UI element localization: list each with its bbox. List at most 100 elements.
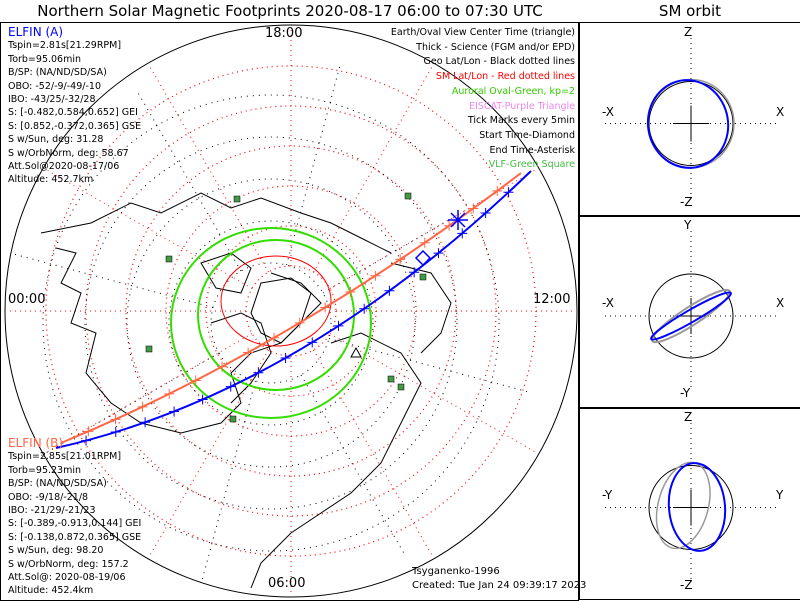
- elfin-a-info-line: Torb=95.06min: [8, 53, 82, 65]
- vlf-square: [145, 345, 153, 353]
- time-label-top: 18:00: [265, 26, 303, 41]
- elfin-b-info-line: Att.Sol@: 2020-08-19/06: [8, 572, 126, 584]
- geo-longitude-line: [328, 338, 530, 393]
- elfin-b-label: ELFIN (B): [8, 436, 64, 450]
- sm-longitude-line: [44, 168, 253, 289]
- legend-entry: Thick - Science (FGM and/or EPD): [416, 41, 575, 53]
- axis-label-top: Z: [684, 410, 693, 424]
- sm-latitude-circle: [205, 225, 377, 397]
- polar-map: [4, 24, 578, 598]
- axis-label-right: X: [776, 296, 785, 310]
- legend-entry: Geo Lat/Lon - Black dotted lines: [423, 56, 575, 68]
- geo-latitude-circle: [168, 220, 374, 426]
- time-label-left: 00:00: [8, 292, 46, 307]
- elfin-b-tick: [164, 388, 175, 399]
- elfin-a-info-line: S: [-0.482,0.584,0.652] GEI: [8, 107, 138, 119]
- elfin-a-info-line: B/SP: (NA/ND/SD/SA): [8, 67, 107, 79]
- elfin-b-info-line: B/SP: (NA/ND/SD/SA): [8, 478, 107, 490]
- elfin-b-info-line: Altitude: 452.4km: [8, 585, 94, 597]
- elfin-b-tick: [217, 361, 228, 372]
- sm-orbit-xy-panel: Y -Y -X X: [579, 215, 800, 409]
- elfin-a-tick: [409, 267, 420, 278]
- elfin-a-tick: [225, 381, 236, 392]
- elfin-a-label: ELFIN (A): [8, 25, 64, 39]
- axis-label-right: Y: [776, 488, 784, 502]
- elfin-a-tick: [169, 406, 180, 417]
- elfin-a-track: [55, 170, 532, 449]
- sm-orbit-xz-panel: Z -Z -X X: [579, 22, 800, 217]
- vlf-square: [397, 383, 405, 391]
- elfin-b-info-line: S w/OrbNorm, deg: 157.2: [8, 558, 129, 570]
- polar-map-panel: [0, 22, 579, 601]
- elfin-a-tick: [197, 394, 208, 405]
- elfin-a-tick: [307, 337, 318, 348]
- elfin-b-info-line: IBO: -21/29/-21/23: [8, 505, 96, 517]
- sm-longitude-line: [329, 168, 538, 289]
- orbit-track: [646, 79, 730, 169]
- geo-latitude-circle: [84, 136, 458, 510]
- legend-entry: Auroral Oval-Green, kp=2: [451, 85, 575, 97]
- elfin-b-tick: [243, 347, 254, 358]
- view-center-triangle: [350, 346, 362, 358]
- elfin-a-tick: [359, 303, 370, 314]
- axis-label-bottom: -Z: [680, 578, 693, 592]
- end-time-asterisk: [448, 210, 468, 230]
- vlf-square: [229, 415, 237, 423]
- elfin-a-tick: [110, 427, 121, 438]
- elfin-b-tick: [320, 302, 331, 313]
- elfin-b-tick: [492, 185, 503, 196]
- legend: Earth/Oval View Center Time (triangle) Th…: [391, 26, 575, 173]
- elfin-a-tick: [457, 228, 468, 239]
- geo-longitude-line: [286, 64, 341, 266]
- axis-label-top: Z: [684, 25, 693, 39]
- legend-entry: Tick Marks every 5min: [467, 115, 575, 127]
- elfin-a-tick: [140, 417, 151, 428]
- axis-label-left: -Y: [602, 488, 613, 502]
- time-label-right: 12:00: [533, 292, 571, 307]
- axis-label-bottom: -Z: [680, 195, 693, 209]
- elfin-a-tick: [384, 285, 395, 296]
- legend-entry: Start Time-Diamond: [479, 129, 575, 141]
- axis-label-right: X: [776, 105, 785, 119]
- orbit-track: [650, 291, 732, 341]
- elfin-a-info: ELFIN (A) Tspin=2.81s[21.29RPM] Torb=95.0…: [8, 25, 141, 187]
- sm-pole-circle: [220, 255, 332, 347]
- time-label-bottom: 06:00: [268, 576, 306, 591]
- coastline: [40, 192, 392, 254]
- vlf-square: [165, 255, 173, 263]
- geo-latitude-circle: [42, 94, 500, 552]
- elfin-a-tick: [81, 435, 92, 446]
- elfin-b-tick: [137, 401, 148, 412]
- elfin-b-info-line: S: [-0.138,0.872,0.365] GSE: [8, 531, 142, 543]
- elfin-b-tick: [395, 254, 406, 265]
- yz-orbit-plot: [605, 423, 777, 579]
- coastline: [250, 277, 312, 344]
- legend-entry: SM Lat/Lon - Red dotted lines: [435, 71, 575, 83]
- elfin-b-tick: [419, 237, 430, 248]
- earth-circle: [648, 273, 734, 359]
- vlf-square: [419, 273, 427, 281]
- elfin-b-info-line: S w/Sun, deg: 98.20: [8, 545, 104, 557]
- created-timestamp: Created: Tue Jan 24 09:39:17 2023: [412, 580, 587, 591]
- axis-label-bottom: -Y: [680, 386, 691, 400]
- sm-longitude-line: [329, 333, 538, 454]
- elfin-b-info-line: Tspin=2.85s[21.01RPM]: [8, 451, 122, 463]
- geo-latitude-circle: [210, 262, 332, 384]
- sm-orbit-title: SM orbit: [658, 2, 722, 20]
- elfin-a-tick: [333, 320, 344, 331]
- geo-longitude-line: [300, 374, 406, 556]
- elfin-b-info-line: OBO: -9/18/-21/8: [8, 491, 89, 503]
- elfin-b-tick: [294, 317, 305, 328]
- legend-entry: EISCAT-Purple Triangle: [469, 100, 575, 112]
- elfin-b-info-line: S: [-0.389,-0.913,0.144] GEI: [8, 518, 142, 530]
- start-time-diamond: [414, 249, 432, 267]
- auroral-oval-outer: [170, 227, 372, 419]
- elfin-b-tick: [110, 414, 121, 425]
- elfin-a-tick: [280, 352, 291, 363]
- elfin-b-info: ELFIN (B) Tspin=2.85s[21.01RPM] Torb=95.2…: [8, 436, 142, 598]
- elfin-a-tick: [253, 367, 264, 378]
- orbit-track: [655, 461, 711, 550]
- legend-entry: VLF-Green Square: [488, 159, 575, 171]
- elfin-a-info-line: IBO: -43/25/-32/28: [8, 94, 96, 106]
- elfin-a-info-line: Att.Sol@2020-08-17/06: [8, 161, 120, 173]
